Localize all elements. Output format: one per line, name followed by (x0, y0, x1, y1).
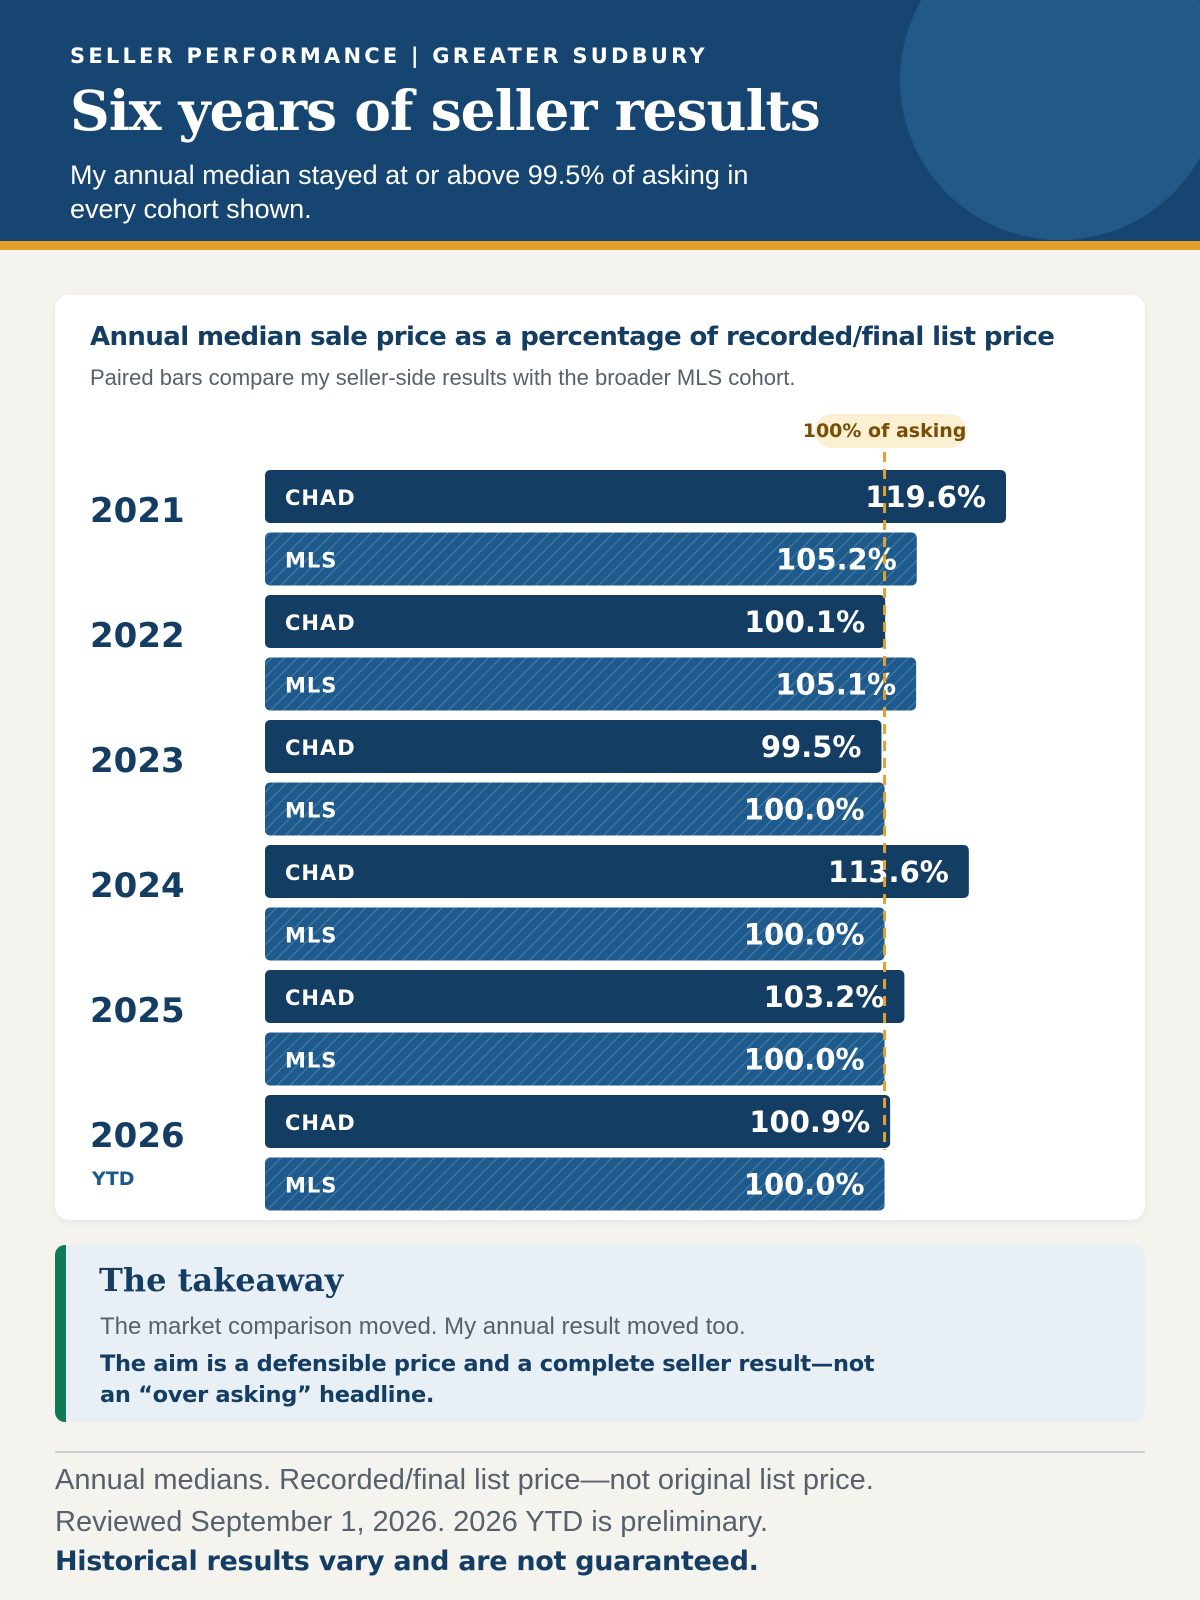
bar-chad-2023 (265, 720, 882, 773)
series-label: MLS (285, 1049, 337, 1073)
footer-divider (55, 1451, 1145, 1453)
series-label: CHAD (285, 1111, 356, 1135)
bar-mls-2022 (265, 657, 917, 711)
year-label: 2021 (90, 491, 185, 531)
year-label: 2022 (90, 616, 185, 656)
data-label: 99.5% (761, 730, 862, 764)
series-label: CHAD (285, 486, 356, 510)
bar-chad-2025 (265, 970, 905, 1023)
data-label: 105.1% (775, 668, 896, 702)
reference-label: 100% of asking (803, 420, 967, 442)
year-note-label: YTD (91, 1168, 135, 1190)
eyebrow-label: SELLER PERFORMANCE | GREATER SUDBURY (70, 44, 708, 68)
footer-note-basis: Annual medians. Recorded/final list pric… (55, 1464, 874, 1496)
takeaway-emphasis: The aim is a defensible price and a comp… (100, 1351, 875, 1408)
reference-label-pill (814, 414, 967, 448)
data-label: 100.9% (749, 1105, 870, 1139)
series-label: CHAD (285, 736, 356, 760)
bar-mls-2023 (265, 782, 885, 836)
year-label: 2023 (90, 741, 185, 781)
bar-chad-2022 (265, 595, 886, 648)
data-label: 100.0% (744, 1043, 865, 1077)
bar-mls-2024 (265, 907, 885, 961)
takeaway-text: The market comparison moved. My annual r… (100, 1313, 746, 1340)
year-label: 2024 (90, 866, 185, 906)
series-label: CHAD (285, 611, 356, 635)
takeaway-title: The takeaway (99, 1261, 344, 1299)
bar-mls-2026 (265, 1157, 885, 1211)
bar-chad-2026 (265, 1095, 891, 1148)
series-label: MLS (285, 1174, 337, 1198)
data-label: 100.0% (744, 793, 865, 827)
series-label: CHAD (285, 861, 356, 885)
bar-chart: 2021 CHAD 119.6%MLS 105.2%2022 CHAD 100.1%MLS… (90, 414, 1006, 1211)
data-label: 105.2% (776, 543, 897, 577)
chart-title: Annual median sale price as a percentage… (90, 322, 1055, 352)
series-label: MLS (285, 549, 337, 573)
takeaway-box: The takeaway The market comparison moved… (55, 1245, 1145, 1422)
data-label: 113.6% (828, 855, 949, 889)
series-label: MLS (285, 924, 337, 948)
data-label: 100.0% (744, 918, 865, 952)
page-subtitle: My annual median stayed at or above 99.5… (70, 160, 749, 224)
bar-chad-2024 (265, 845, 969, 898)
data-label: 100.1% (744, 605, 865, 639)
chart-subtitle: Paired bars compare my seller-side resul… (90, 365, 796, 390)
page-title: Six years of seller results (70, 78, 821, 143)
bar-chad-2021 (265, 470, 1006, 523)
bar-mls-2025 (265, 1032, 885, 1086)
footer-note-review: Reviewed September 1, 2026. 2026 YTD is … (55, 1506, 769, 1538)
header-banner: SELLER PERFORMANCE | GREATER SUDBURY Six… (0, 0, 1200, 250)
series-label: CHAD (285, 986, 356, 1010)
series-label: MLS (285, 674, 337, 698)
data-label: 100.0% (744, 1168, 865, 1202)
takeaway-accent-rule (55, 1245, 66, 1422)
data-label: 103.2% (764, 980, 885, 1014)
footer-disclaimer: Historical results vary and are not guar… (55, 1546, 759, 1577)
year-label: 2026 (90, 1116, 185, 1156)
series-label: MLS (285, 799, 337, 823)
bar-mls-2021 (265, 532, 917, 586)
year-label: 2025 (90, 991, 185, 1031)
